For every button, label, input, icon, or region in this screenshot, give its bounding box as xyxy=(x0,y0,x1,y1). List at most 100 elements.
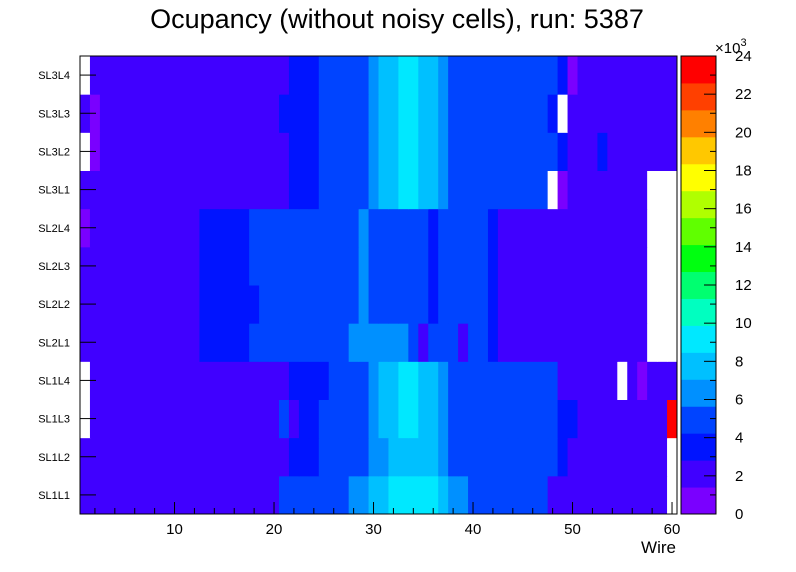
heatmap-cell xyxy=(298,437,310,477)
heatmap-cell xyxy=(478,361,489,400)
heatmap-cell xyxy=(507,475,519,515)
y-axis-labels: SL1L1 SL1L2 SL1L3 SL1L4 SL2L1 SL2L2 SL2L3 SL2L4… xyxy=(38,70,96,502)
heatmap-cell xyxy=(607,323,618,362)
heatmap-cell xyxy=(348,285,360,324)
heatmap-cell xyxy=(627,285,638,324)
heatmap-cell xyxy=(448,132,459,171)
heatmap-cell xyxy=(209,246,220,286)
heatmap-cell xyxy=(318,475,330,515)
heatmap-cell xyxy=(189,475,200,515)
heatmap-cell xyxy=(199,475,210,515)
heatmap-cell xyxy=(408,56,419,95)
heatmap-cell xyxy=(368,208,379,248)
heatmap-cell xyxy=(179,475,190,515)
heatmap-cell xyxy=(199,208,210,248)
heatmap-cell xyxy=(298,399,310,439)
heatmap-cell xyxy=(318,361,330,400)
heatmap-cell xyxy=(119,132,131,171)
colorbar-tick-label: 24 xyxy=(735,48,752,65)
heatmap-cell xyxy=(119,56,131,95)
x-tick-label: 20 xyxy=(266,521,283,538)
heatmap-cell xyxy=(537,170,549,210)
heatmap-cell xyxy=(517,399,529,439)
heatmap-cell xyxy=(458,323,469,362)
heatmap-cell xyxy=(617,94,628,133)
heatmap-cell xyxy=(607,170,618,210)
heatmap-cell xyxy=(169,475,180,515)
heatmap-cell xyxy=(527,132,539,171)
heatmap-cell xyxy=(159,170,171,210)
heatmap-cell xyxy=(617,323,628,362)
heatmap-cell xyxy=(338,170,350,210)
heatmap-cell xyxy=(358,56,370,95)
heatmap-cell xyxy=(567,94,578,133)
heatmap-cell xyxy=(438,323,449,362)
heatmap-cell xyxy=(428,170,439,210)
y-tick-label: SL1L4 xyxy=(38,375,70,387)
heatmap-cell xyxy=(418,475,429,515)
heatmap-cell xyxy=(368,285,379,324)
heatmap-cell xyxy=(358,285,370,324)
heatmap-cell xyxy=(189,246,200,286)
heatmap-cell xyxy=(149,56,161,95)
heatmap-cell xyxy=(239,475,250,515)
heatmap-cell xyxy=(637,323,648,362)
heatmap-cell xyxy=(368,246,379,286)
heatmap-cell xyxy=(328,323,340,362)
x-tick-label: 40 xyxy=(465,521,482,538)
heatmap-cell xyxy=(388,399,399,439)
heatmap-cell xyxy=(189,170,200,210)
heatmap-cell xyxy=(517,94,529,133)
heatmap-cell xyxy=(348,437,360,477)
heatmap-cell xyxy=(428,56,439,95)
heatmap-cell xyxy=(109,56,121,95)
heatmap-cell xyxy=(318,208,330,248)
heatmap-cell xyxy=(517,285,529,324)
heatmap-cell xyxy=(527,208,539,248)
heatmap-cell xyxy=(288,94,300,133)
heatmap-cell xyxy=(527,285,539,324)
heatmap-cell xyxy=(169,170,180,210)
heatmap-cell xyxy=(159,208,171,248)
heatmap-cell xyxy=(458,475,469,515)
heatmap-cell xyxy=(318,94,330,133)
heatmap-cell xyxy=(288,56,300,95)
heatmap-cell xyxy=(478,285,489,324)
heatmap-cell xyxy=(338,246,350,286)
heatmap-cell xyxy=(109,361,121,400)
heatmap-cell xyxy=(567,361,578,400)
heatmap-cell xyxy=(617,285,628,324)
heatmap-cell xyxy=(139,361,151,400)
heatmap-cell xyxy=(219,208,230,248)
heatmap-cell xyxy=(647,399,658,439)
heatmap-cell xyxy=(497,437,509,477)
heatmap-cell xyxy=(647,246,658,286)
heatmap-cell xyxy=(189,323,200,362)
heatmap-cell xyxy=(557,246,569,286)
heatmap-cell xyxy=(587,437,598,477)
heatmap-cell xyxy=(328,475,340,515)
heatmap-cell xyxy=(448,170,459,210)
heatmap-cell xyxy=(567,437,578,477)
heatmap-cell xyxy=(249,246,260,286)
heatmap-cell xyxy=(398,285,409,324)
heatmap-cell xyxy=(249,323,260,362)
heatmap-cell xyxy=(398,437,409,477)
heatmap-cell xyxy=(667,94,678,133)
heatmap-cell xyxy=(129,246,141,286)
heatmap-cell xyxy=(109,323,121,362)
heatmap-cell xyxy=(567,323,578,362)
heatmap-cell xyxy=(587,323,598,362)
heatmap-cell xyxy=(637,399,648,439)
heatmap-cell xyxy=(547,475,559,515)
heatmap-cell xyxy=(149,170,161,210)
heatmap-cell xyxy=(667,246,678,286)
heatmap-cell xyxy=(438,285,449,324)
heatmap-cell xyxy=(497,170,509,210)
heatmap-cell xyxy=(517,56,529,95)
heatmap-cell xyxy=(378,437,389,477)
heatmap-cell xyxy=(478,132,489,171)
heatmap-cell xyxy=(189,94,200,133)
heatmap-cell xyxy=(129,94,141,133)
